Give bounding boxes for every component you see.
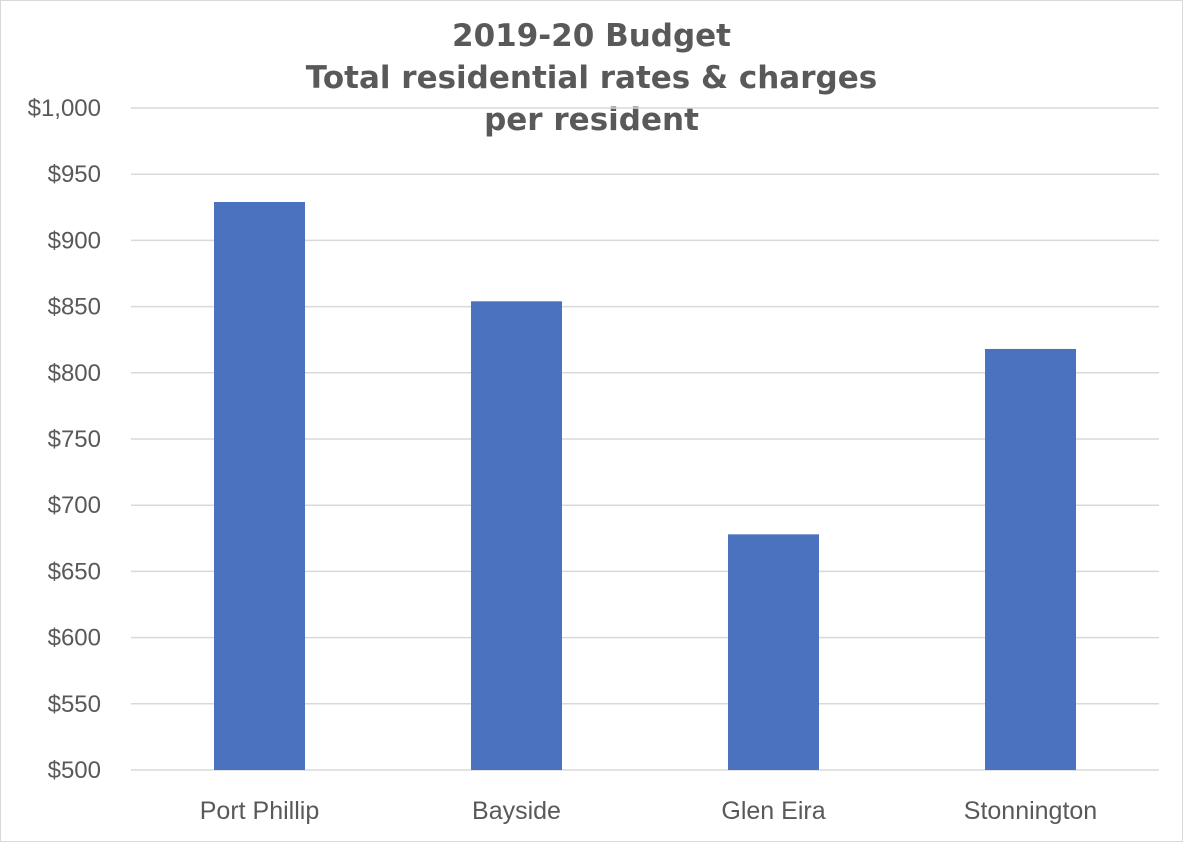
y-tick-label: $950 [48,161,101,188]
y-tick-label: $900 [48,227,101,254]
x-tick-labels: Port Phillip Bayside Glen Eira Stonnington [200,797,1097,825]
y-tick-label: $700 [48,492,101,519]
x-tick-label: Bayside [472,797,561,825]
x-tick-label: Port Phillip [200,797,320,825]
bar-port-phillip [214,202,305,770]
y-tick-label: $650 [48,558,101,585]
x-tick-label: Stonnington [964,797,1097,825]
bar-glen-eira [728,534,819,770]
bars [214,202,1076,770]
y-tick-label: $1,000 [28,95,101,122]
y-tick-labels: $500 $550 $600 $650 $700 $750 $800 $850 $900 $950… [28,95,101,784]
y-tick-label: $850 [48,294,101,321]
chart-title-line-2: Total residential rates & charges [305,60,878,96]
y-tick-label: $800 [48,360,101,387]
chart-title-line-1: 2019-20 Budget [452,18,731,54]
y-tick-label: $750 [48,426,101,453]
y-tick-label: $600 [48,625,101,652]
y-tick-label: $550 [48,691,101,718]
bar-stonnington [985,348,1076,770]
bar-bayside [471,301,562,770]
x-tick-label: Glen Eira [721,797,825,825]
y-tick-label: $500 [48,757,101,784]
chart-title: 2019-20 Budget Total residential rates &… [1,15,1182,141]
